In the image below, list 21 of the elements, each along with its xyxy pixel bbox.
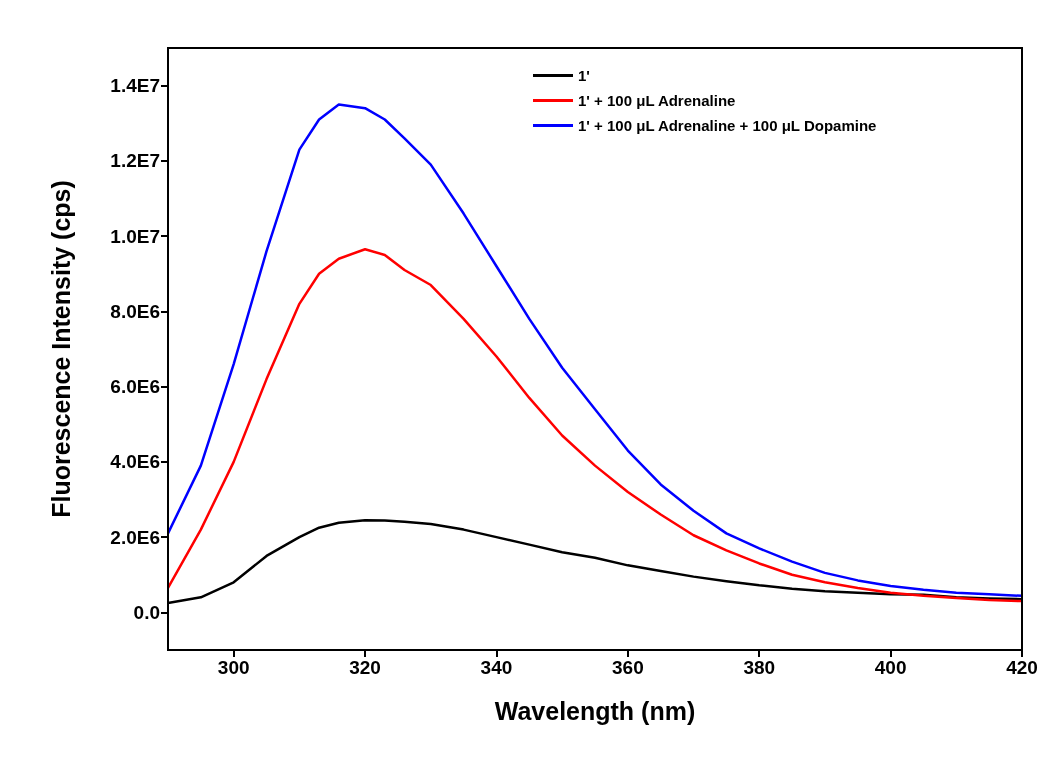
y-tick-label: 8.0E6 <box>110 300 160 322</box>
y-tick-label: 6.0E6 <box>110 376 160 398</box>
y-tick-label: 4.0E6 <box>110 451 160 473</box>
y-axis-title: Fluorescence Intensity (cps) <box>46 180 75 518</box>
x-tick-label: 420 <box>1006 657 1038 678</box>
x-tick-label: 360 <box>611 657 644 678</box>
x-tick-label: 300 <box>217 657 250 678</box>
legend-label: 1' <box>578 67 590 84</box>
x-axis-title: Wavelength (nm) <box>494 696 696 725</box>
x-tick-label: 400 <box>874 657 907 678</box>
y-tick-label: 0.0 <box>133 601 160 623</box>
legend-label: 1' + 100 μL Adrenaline <box>578 92 736 109</box>
y-tick-label: 1.0E7 <box>110 225 160 247</box>
x-tick-label: 320 <box>349 657 381 678</box>
y-tick-label: 2.0E6 <box>110 526 160 548</box>
legend-label: 1' + 100 μL Adrenaline + 100 μL Dopamine <box>578 117 877 134</box>
x-tick-label: 380 <box>743 657 776 678</box>
line-series <box>166 248 1024 603</box>
y-tick-label: 1.2E7 <box>110 150 160 172</box>
x-tick-label: 340 <box>480 657 513 678</box>
y-tick-label: 1.4E7 <box>110 75 160 97</box>
